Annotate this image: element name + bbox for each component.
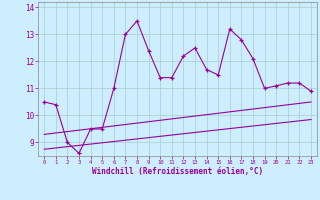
- X-axis label: Windchill (Refroidissement éolien,°C): Windchill (Refroidissement éolien,°C): [92, 167, 263, 176]
